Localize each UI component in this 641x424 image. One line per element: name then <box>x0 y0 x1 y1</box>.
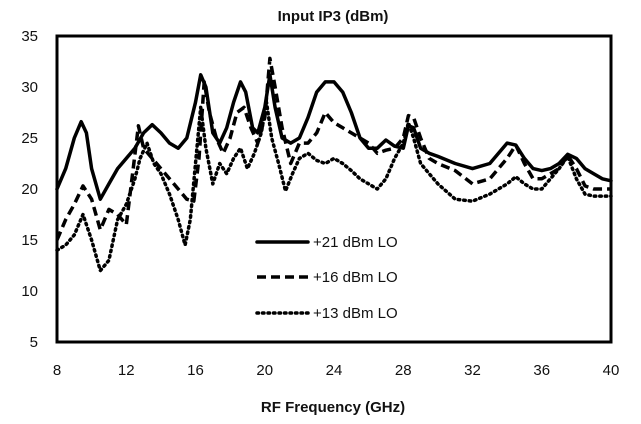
chart-title: Input IP3 (dBm) <box>278 8 389 25</box>
x-tick-label: 28 <box>395 362 412 379</box>
legend-background <box>246 226 424 334</box>
x-tick-label: 12 <box>118 362 135 379</box>
x-tick-label: 32 <box>464 362 481 379</box>
legend-label-3: +13 dBm LO <box>313 305 398 322</box>
series-line-3 <box>55 100 613 273</box>
x-tick-label: 8 <box>53 362 61 379</box>
legend: +21 dBm LO +16 dBm LO +13 dBm LO <box>246 226 424 334</box>
series-line-1 <box>55 73 613 201</box>
series-line-2 <box>55 56 611 241</box>
y-tick-label: 15 <box>21 232 38 249</box>
legend-label-2: +16 dBm LO <box>313 269 398 286</box>
x-axis-title: RF Frequency (GHz) <box>261 399 405 416</box>
x-tick-label: 20 <box>256 362 273 379</box>
y-tick-label: 10 <box>21 283 38 300</box>
plot-area-frame <box>55 34 613 344</box>
y-tick-label: 30 <box>21 79 38 96</box>
y-tick-label: 20 <box>21 181 38 198</box>
y-tick-label: 5 <box>30 334 38 351</box>
series-layer <box>55 56 613 273</box>
x-tick-label: 16 <box>187 362 204 379</box>
x-tick-label: 24 <box>326 362 343 379</box>
axis-layer: 8 12 16 20 24 28 32 36 40 5 10 15 20 25 30 35 <box>21 28 619 379</box>
x-tick-label: 40 <box>603 362 620 379</box>
y-tick-label: 35 <box>21 28 38 45</box>
y-tick-label: 25 <box>21 130 38 147</box>
legend-label-1: +21 dBm LO <box>313 234 398 251</box>
x-tick-label: 36 <box>533 362 550 379</box>
